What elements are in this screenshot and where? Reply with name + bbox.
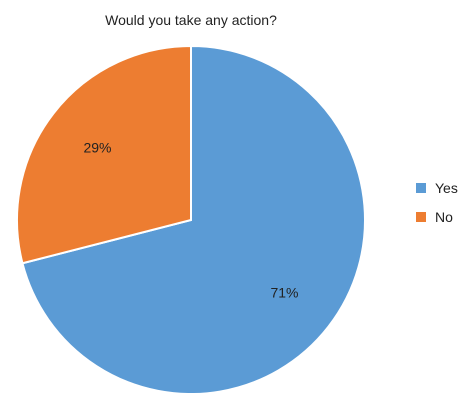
data-label-no: 29% xyxy=(83,139,111,155)
chart-title: Would you take any action? xyxy=(105,12,277,28)
pie-slice-no xyxy=(16,44,192,265)
legend-label-no: No xyxy=(435,208,453,225)
legend-label-yes: Yes xyxy=(435,179,458,196)
legend-item-no: No xyxy=(416,207,458,226)
data-label-yes: 71% xyxy=(270,285,298,301)
legend: Yes No xyxy=(416,178,458,236)
legend-swatch-yes xyxy=(416,182,426,193)
pie-slice-yes xyxy=(21,44,366,393)
legend-swatch-no xyxy=(416,211,426,222)
legend-item-yes: Yes xyxy=(416,178,458,197)
